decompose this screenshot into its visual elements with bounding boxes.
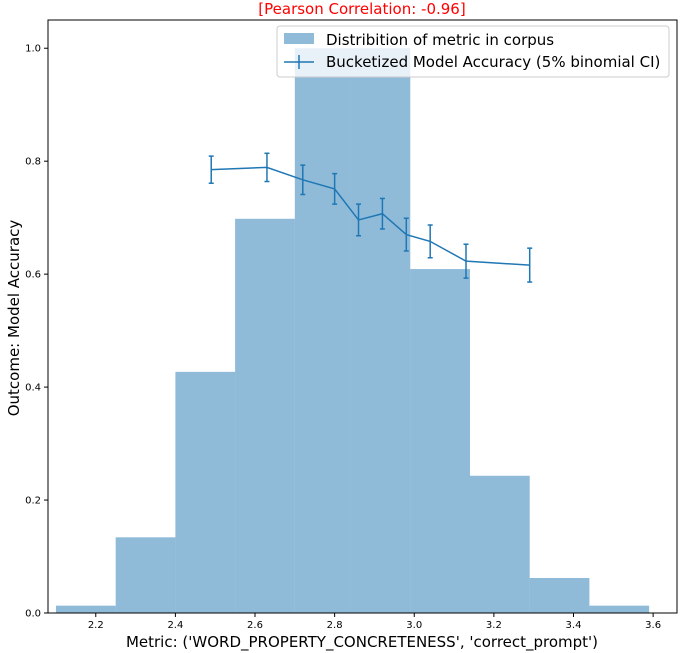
error-bar [403,217,409,252]
histogram-bar [115,537,176,613]
histogram-bar [55,605,116,613]
legend: Distribition of metric in corpus Bucketi… [276,25,670,78]
x-tick-label: 2.2 [88,620,104,631]
histogram-bar [175,371,236,613]
histogram-bar [469,475,530,613]
legend-histogram-label: Distribition of metric in corpus [326,31,554,49]
x-tick-label: 3.2 [486,620,502,631]
legend-series-label: Bucketized Model Accuracy (5% binomial C… [326,53,660,71]
error-bar [379,197,385,230]
y-tick-label: 0.2 [25,496,41,507]
y-axis-label: Outcome: Model Accuracy [5,220,23,417]
plot-frame [47,19,678,614]
x-axis-label: Metric: ('WORD_PROPERTY_CONCRETENESS', '… [126,633,598,652]
y-tick-label: 1.0 [25,44,41,55]
histogram-bar [294,48,351,613]
x-tick-label: 2.6 [247,620,263,631]
histogram-bar [589,605,650,613]
error-bar [527,247,533,283]
legend-histogram-swatch [284,33,314,44]
legend-box [276,25,670,78]
error-bar [332,172,338,205]
y-axis-ticks: 0.0 0.2 0.4 0.6 0.8 1.0 [25,44,48,620]
histogram-bar [410,269,470,613]
histogram-bar [350,48,411,613]
x-tick-label: 3.4 [566,620,582,631]
error-bar [463,243,469,279]
y-tick-label: 0.4 [25,383,41,394]
error-bar [356,203,362,237]
y-tick-label: 0.8 [25,157,41,168]
error-bar [208,155,214,184]
error-bar [264,152,270,183]
histogram-bar [235,218,295,613]
error-bar [427,224,433,259]
error-bar [300,164,306,196]
histogram-bar [529,577,590,613]
x-tick-label: 3.0 [406,620,422,631]
y-tick-label: 0.6 [25,270,41,281]
x-tick-label: 2.4 [167,620,183,631]
accuracy-series-layer [208,152,533,283]
x-tick-label: 2.8 [327,620,343,631]
accuracy-line [211,166,530,266]
y-tick-label: 0.0 [25,609,41,620]
x-tick-label: 3.6 [645,620,661,631]
histogram-layer [55,48,650,613]
x-axis-ticks: 2.2 2.4 2.6 2.8 3.0 3.2 3.4 3.6 [88,613,661,631]
chart-title: [Pearson Correlation: -0.96] [258,0,465,18]
